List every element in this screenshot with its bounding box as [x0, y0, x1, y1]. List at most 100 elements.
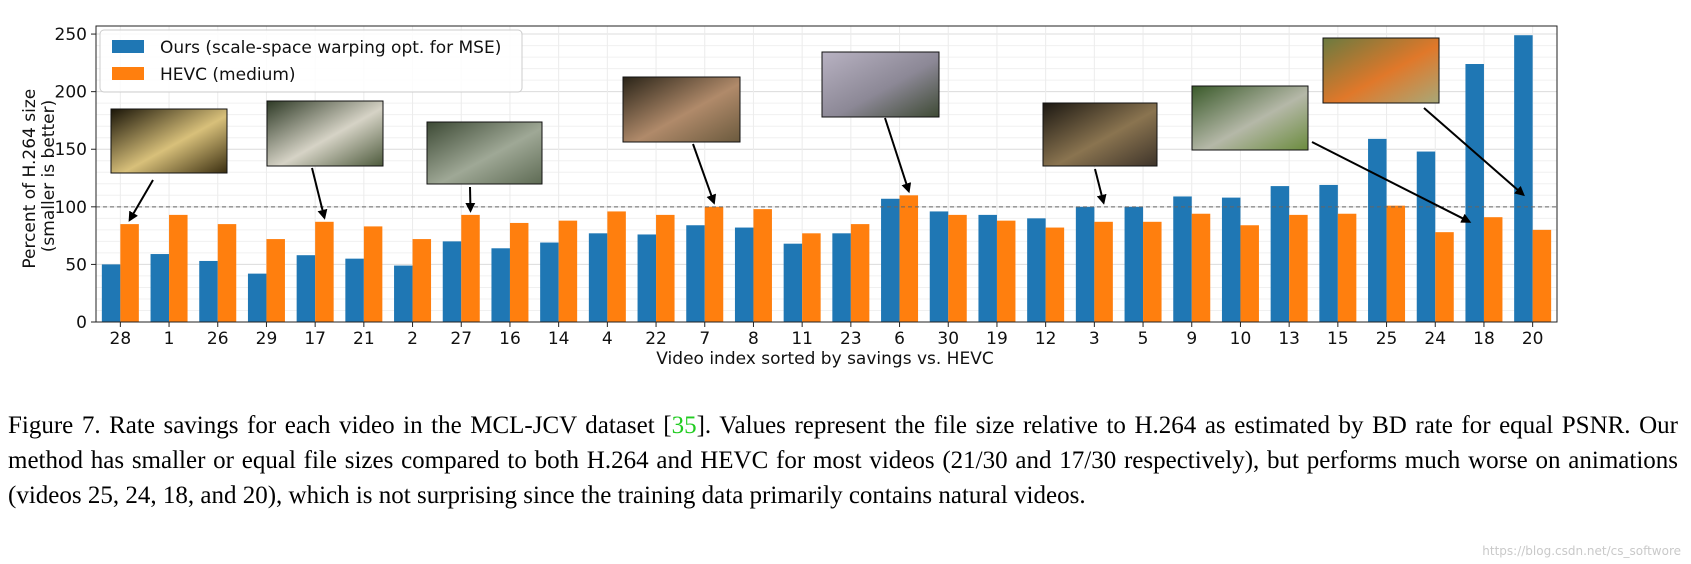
x-tick-label-23: 23 [840, 329, 862, 349]
watermark-url: https://blog.csdn.net/cs_softwore [1482, 544, 1681, 558]
bar-hevc-video-21 [363, 226, 383, 322]
thumbnail-image-video-6 [821, 51, 940, 118]
bar-ours-video-26 [199, 260, 218, 322]
pointer-arrow-video-6 [884, 117, 912, 194]
caption-text-end: ]. Values represent the file size relati… [8, 412, 1678, 509]
bar-ours-video-12 [1027, 218, 1046, 322]
x-tick-label-21: 21 [353, 329, 375, 349]
thumbnail-image-video-27 [426, 121, 543, 185]
bar-hevc-video-19 [996, 220, 1016, 322]
x-tick-label-9: 9 [1186, 329, 1197, 349]
bar-ours-video-27 [442, 241, 462, 322]
thumbnail-image-video-17 [266, 100, 384, 167]
x-tick-label-29: 29 [256, 329, 278, 349]
axes [95, 25, 1558, 323]
thumbnail-video-27 [426, 121, 543, 213]
figure-caption: Figure 7. Rate savings for each video in… [8, 408, 1678, 513]
bar-ours-video-20 [1514, 35, 1533, 322]
bar-ours-video-25 [1368, 138, 1387, 322]
bar-hevc-video-25 [1386, 205, 1406, 322]
bar-hevc-video-27 [461, 214, 480, 322]
x-tick-label-7: 7 [699, 329, 710, 349]
x-tick-label-16: 16 [499, 329, 521, 349]
bar-ours-video-28 [101, 264, 121, 322]
x-tick-label-25: 25 [1376, 329, 1398, 349]
bar-ours-video-13 [1270, 186, 1290, 322]
thumbnail-image-video-7 [622, 76, 741, 143]
bar-hevc-video-18 [1483, 217, 1503, 322]
x-tick-label-10: 10 [1230, 329, 1252, 349]
bar-ours-video-29 [247, 273, 267, 322]
bar-hevc-video-6 [899, 195, 919, 322]
pointer-arrow-video-7 [692, 143, 717, 205]
thumbnail-video-18 [1191, 85, 1472, 223]
bar-hevc-video-7 [704, 206, 724, 322]
pointer-arrow-video-17 [311, 167, 328, 220]
bar-hevc-video-9 [1191, 213, 1211, 322]
pointer-arrow-video-28 [128, 179, 154, 222]
x-tick-label-22: 22 [645, 329, 667, 349]
thumbnails [110, 37, 1525, 223]
y-axis-label-line2: (smaller is better) [39, 100, 59, 252]
plot-frame [95, 25, 1558, 323]
bar-ours-video-4 [588, 233, 608, 322]
thumbnail-image-video-20 [1322, 37, 1440, 104]
bar-hevc-video-16 [509, 222, 529, 322]
bar-hevc-video-26 [217, 224, 237, 322]
bar-ours-video-18 [1465, 64, 1484, 322]
x-tick-label-24: 24 [1424, 329, 1446, 349]
bar-ours-video-21 [345, 258, 364, 322]
bar-hevc-video-15 [1337, 213, 1357, 322]
bar-ours-video-17 [296, 255, 316, 322]
bar-ours-video-11 [783, 243, 803, 322]
thumbnail-video-28 [110, 108, 228, 222]
thumbnail-image-video-28 [110, 108, 228, 174]
bar-hevc-video-17 [315, 221, 334, 322]
bar-ours-video-15 [1319, 184, 1338, 322]
x-axis-label: Video index sorted by savings vs. HEVC [656, 349, 993, 369]
bar-hevc-video-11 [802, 233, 821, 322]
legend-swatch-hevc [112, 67, 144, 80]
bar-hevc-video-20 [1532, 229, 1552, 322]
x-tick-label-4: 4 [602, 329, 613, 349]
y-tick-label: 100 [55, 198, 87, 218]
x-tick-label-2: 2 [407, 329, 418, 349]
bar-hevc-video-13 [1289, 214, 1308, 322]
bar-hevc-video-29 [266, 239, 285, 322]
bar-ours-video-16 [491, 248, 510, 322]
thumbnail-video-7 [622, 76, 741, 205]
x-tick-label-5: 5 [1138, 329, 1149, 349]
x-tick-label-3: 3 [1089, 329, 1100, 349]
thumbnail-image-video-3 [1042, 102, 1158, 167]
legend-label-ours: Ours (scale-space warping opt. for MSE) [160, 38, 501, 58]
bar-ours-video-22 [637, 234, 657, 322]
caption-citation-link[interactable]: 35 [671, 412, 697, 439]
thumbnail-video-3 [1042, 102, 1158, 205]
x-tick-label-26: 26 [207, 329, 229, 349]
bar-hevc-video-12 [1045, 227, 1065, 322]
x-tick-label-30: 30 [937, 329, 959, 349]
bar-ours-video-8 [734, 227, 754, 322]
y-tick-label: 250 [55, 25, 87, 45]
x-tick-label-28: 28 [110, 329, 132, 349]
bars [101, 35, 1552, 322]
x-tick-label-17: 17 [304, 329, 326, 349]
thumbnail-video-20 [1322, 37, 1525, 197]
bar-ours-video-3 [1075, 206, 1095, 322]
bar-hevc-video-23 [850, 224, 870, 322]
legend-label-hevc: HEVC (medium) [160, 65, 296, 85]
x-tick-label-1: 1 [164, 329, 175, 349]
bar-hevc-video-10 [1240, 225, 1259, 322]
pointer-arrow-video-20 [1423, 107, 1525, 197]
y-axis-label: Percent of H.264 size (smaller is better… [20, 83, 59, 268]
bar-ours-video-1 [150, 254, 170, 322]
bar-hevc-video-30 [948, 214, 967, 322]
x-tick-label-12: 12 [1035, 329, 1057, 349]
x-tick-label-20: 20 [1522, 329, 1544, 349]
pointer-arrow-video-3 [1094, 168, 1107, 205]
x-tick-label-19: 19 [986, 329, 1008, 349]
bar-ours-video-7 [686, 225, 705, 322]
x-tick-label-8: 8 [748, 329, 759, 349]
legend: Ours (scale-space warping opt. for MSE) … [99, 29, 523, 93]
